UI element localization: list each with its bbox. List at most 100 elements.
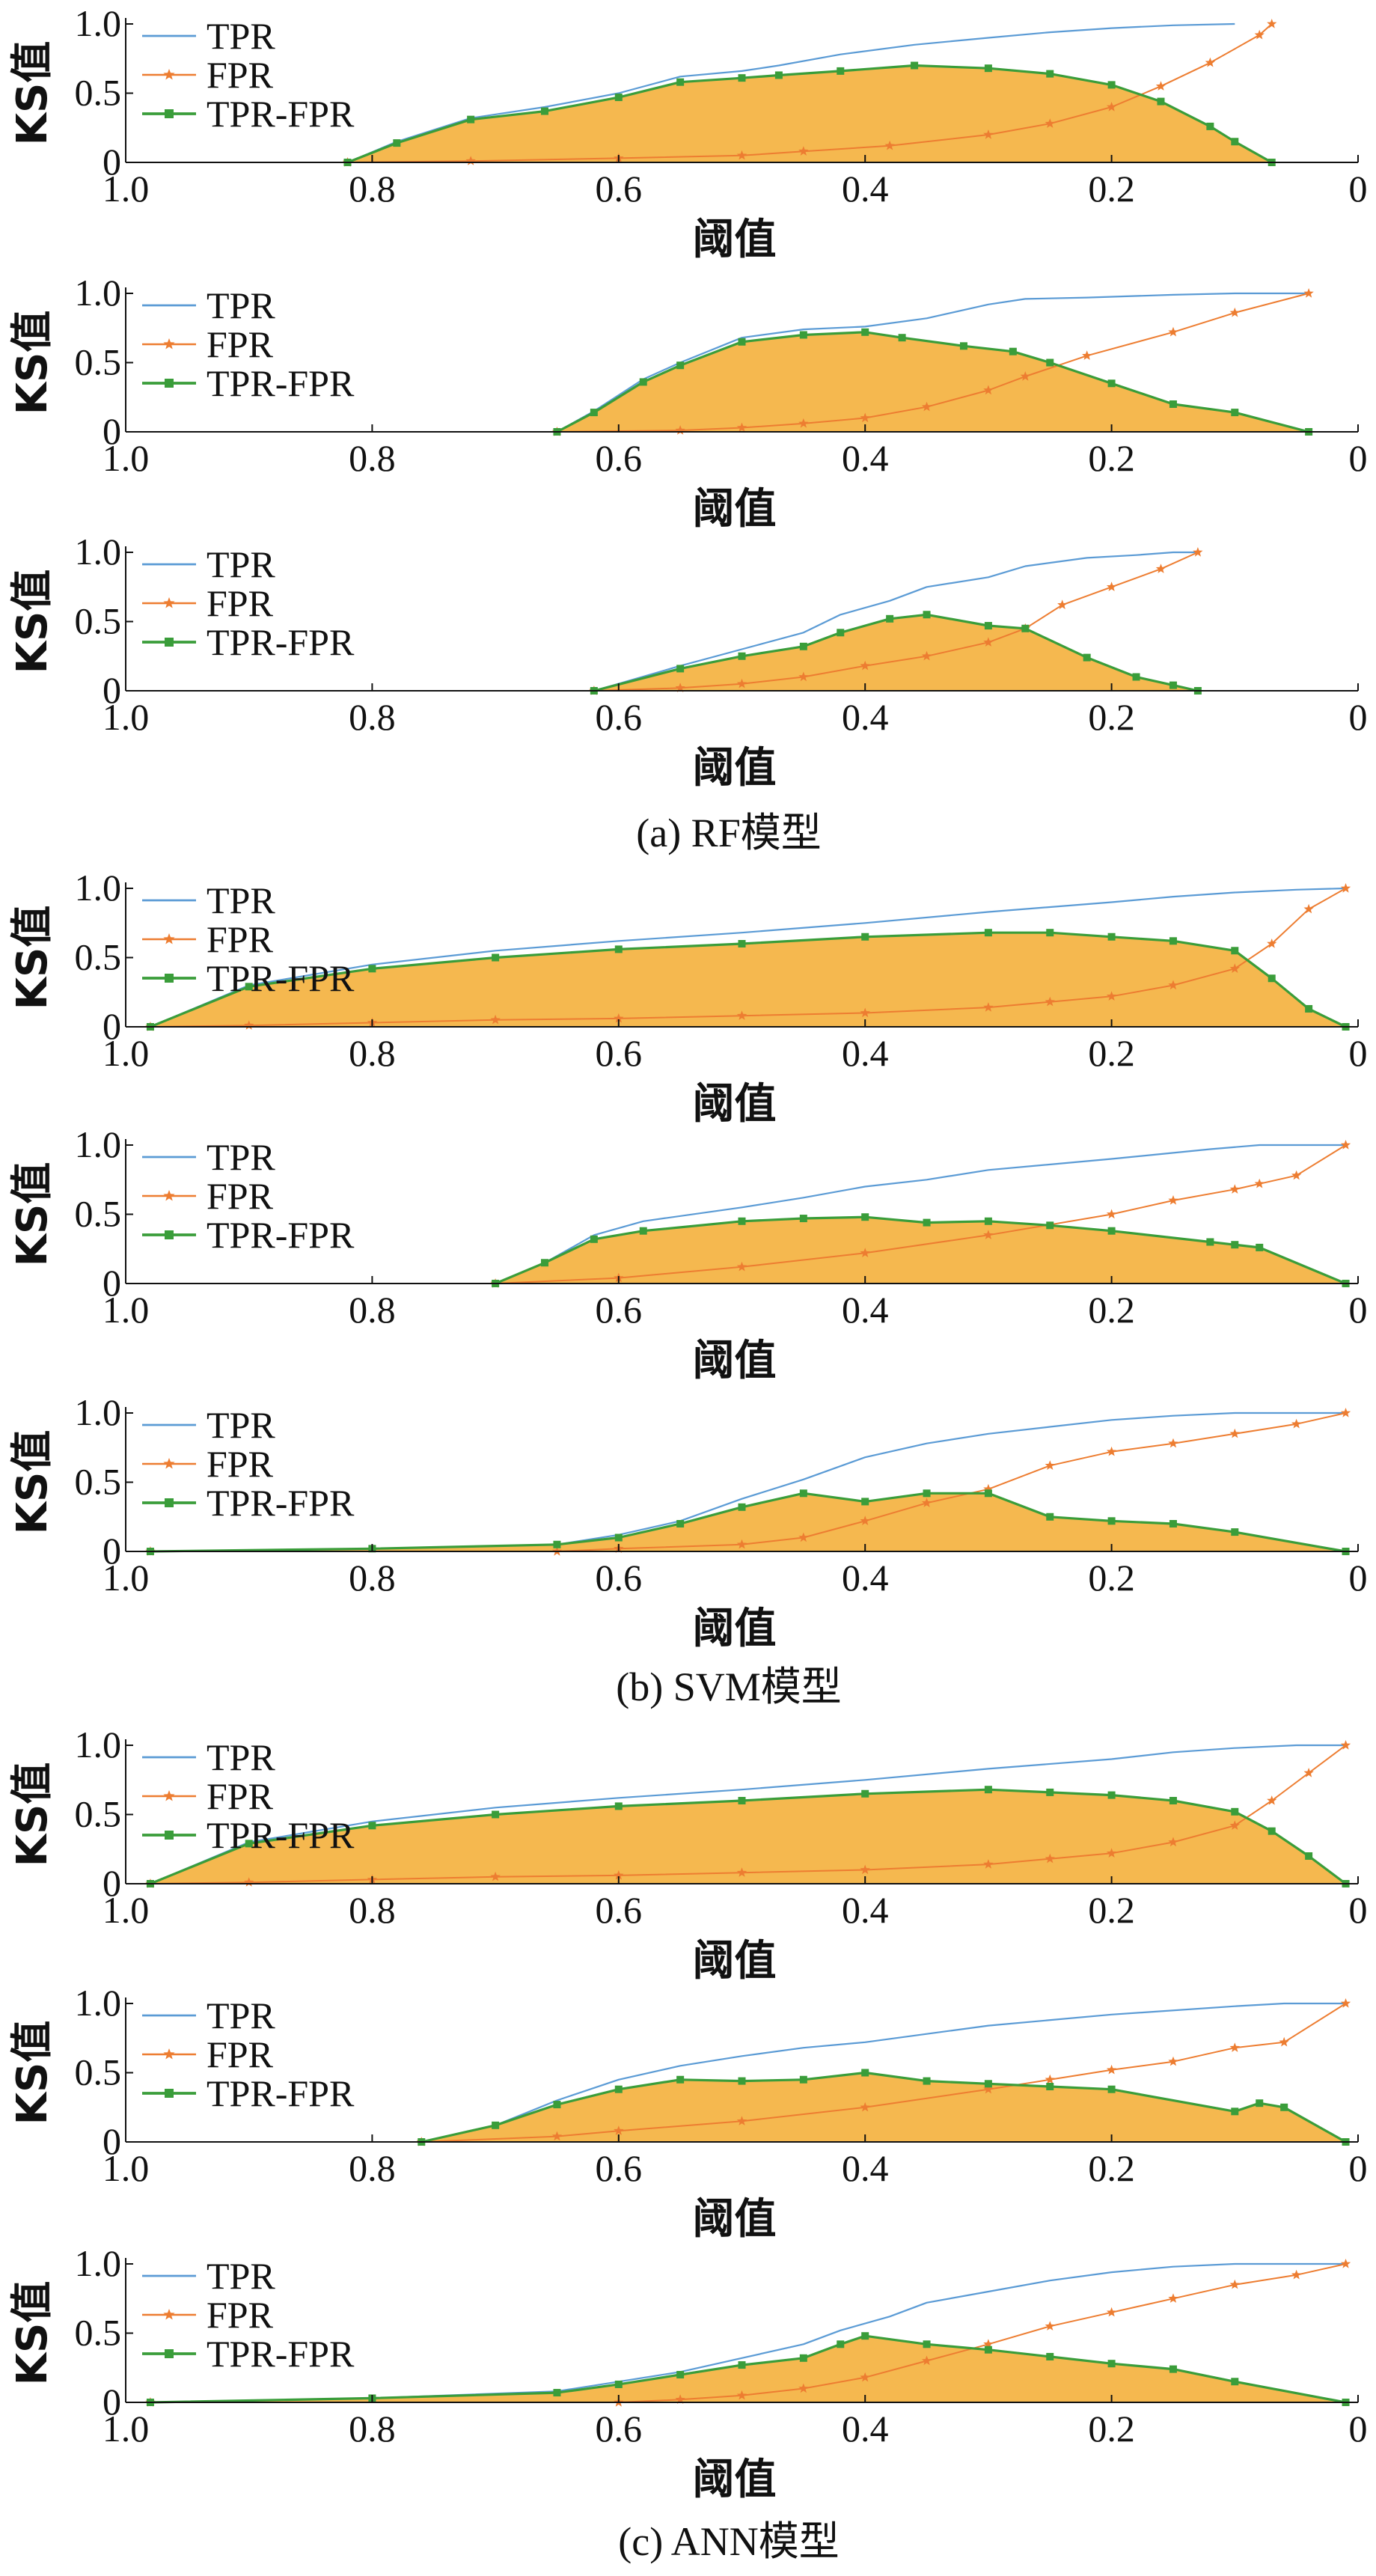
y-tick-label: 0.5 — [75, 2312, 122, 2354]
y-tick-label: 0.5 — [75, 72, 122, 114]
tpr-line — [593, 551, 1198, 692]
x-tick-label: 0.6 — [596, 1289, 643, 1331]
y-tick-label: 1.0 — [75, 1391, 122, 1433]
ks-area-fill — [150, 1493, 1346, 1551]
ks-point — [1107, 1517, 1116, 1525]
ks-point — [1169, 937, 1177, 945]
ks-point — [639, 1227, 647, 1235]
fpr-point — [983, 2084, 994, 2094]
fpr-line — [557, 293, 1309, 433]
ks-point — [1021, 624, 1030, 632]
fpr-point — [860, 1248, 870, 1257]
fpr-point — [244, 1877, 254, 1887]
x-tick-label: 0.4 — [842, 168, 889, 210]
fpr-point — [675, 2394, 685, 2404]
ks-point — [861, 2332, 869, 2340]
ks-point — [923, 1489, 931, 1498]
ks-area-fill — [593, 614, 1198, 691]
legend-label-fpr: FPR — [207, 1775, 274, 1817]
legend-marker-fpr — [163, 597, 175, 608]
fpr-point — [860, 1864, 870, 1875]
fpr-point — [983, 1859, 994, 1869]
fpr-point — [675, 425, 685, 435]
ks-point — [984, 622, 992, 630]
ks-point — [799, 2075, 807, 2084]
y-axis-title: KS值 — [8, 1430, 57, 1535]
ks-point — [1046, 1221, 1054, 1230]
x-axis-title: 阈值 — [693, 1337, 777, 1385]
x-axis-title: 阈值 — [693, 2195, 777, 2244]
ks-point — [923, 2340, 931, 2348]
fpr-point — [1045, 118, 1055, 128]
fpr-point — [860, 1516, 870, 1525]
ks-point — [738, 2361, 746, 2369]
y-axis-title: KS值 — [8, 2021, 57, 2125]
ks-point — [1231, 1528, 1239, 1536]
legend-marker-ks — [165, 1230, 174, 1239]
fpr-point — [490, 1871, 501, 1881]
legend-label-ks: TPR-FPR — [207, 2333, 355, 2375]
fpr-point — [1303, 1768, 1314, 1777]
ks-point — [1083, 653, 1091, 662]
fpr-point — [614, 1013, 624, 1023]
fpr-point — [1229, 1184, 1240, 1194]
ks-point — [923, 2077, 931, 2085]
ks-point — [1046, 929, 1054, 937]
legend-label-fpr: FPR — [207, 54, 274, 96]
x-tick-label: 0.2 — [1088, 1289, 1135, 1331]
fpr-point — [1057, 599, 1068, 609]
legend-label-ks: TPR-FPR — [207, 957, 355, 999]
fpr-point — [1082, 350, 1092, 360]
fpr-point — [921, 1498, 932, 1507]
fpr-point — [860, 1007, 870, 1018]
ks-point — [614, 1533, 623, 1542]
legend-marker-fpr — [163, 2309, 175, 2320]
fpr-point — [983, 1002, 994, 1012]
x-tick-label: 1.0 — [103, 2147, 150, 2189]
caption-c: (c) ANN模型 — [618, 2519, 839, 2564]
ks-point — [245, 983, 253, 991]
ks-point — [984, 1489, 992, 1498]
ks-point — [1046, 1513, 1054, 1521]
fpr-point — [1340, 1140, 1351, 1150]
y-tick-label: 1.0 — [75, 531, 122, 573]
fpr-point — [736, 678, 747, 689]
y-tick-label: 1.0 — [75, 1724, 122, 1765]
x-axis-title: 阈值 — [693, 1080, 777, 1129]
x-axis-title: 阈值 — [693, 1605, 777, 1653]
ks-point — [837, 67, 845, 75]
fpr-point — [736, 2390, 747, 2400]
ks-point — [1231, 409, 1239, 417]
legend-label-ks: TPR-FPR — [207, 2072, 355, 2114]
ks-point — [959, 342, 967, 350]
x-tick-label: 0.4 — [842, 2408, 889, 2450]
fpr-point — [1045, 1460, 1055, 1470]
legend-marker-ks — [165, 974, 174, 983]
legend-label-tpr: TPR — [207, 2255, 275, 2297]
ks-point — [984, 929, 992, 937]
legend-marker-ks — [165, 379, 174, 388]
caption-b: (b) SVM模型 — [616, 1664, 842, 1709]
fpr-point — [798, 146, 809, 156]
y-axis-title: KS值 — [8, 906, 57, 1010]
tpr-line — [556, 292, 1309, 433]
fpr-point — [1168, 1837, 1178, 1847]
fpr-point — [1168, 326, 1178, 337]
fpr-point — [1168, 1195, 1178, 1205]
ks-point — [984, 2345, 992, 2354]
ks-point — [837, 2340, 845, 2348]
fpr-point — [921, 401, 932, 412]
ks-point — [1107, 379, 1116, 388]
ks-point — [590, 409, 598, 417]
ks-point — [1231, 947, 1239, 955]
fpr-point — [1045, 2074, 1055, 2084]
y-axis-title: KS值 — [8, 311, 57, 415]
ks-point — [886, 614, 894, 623]
